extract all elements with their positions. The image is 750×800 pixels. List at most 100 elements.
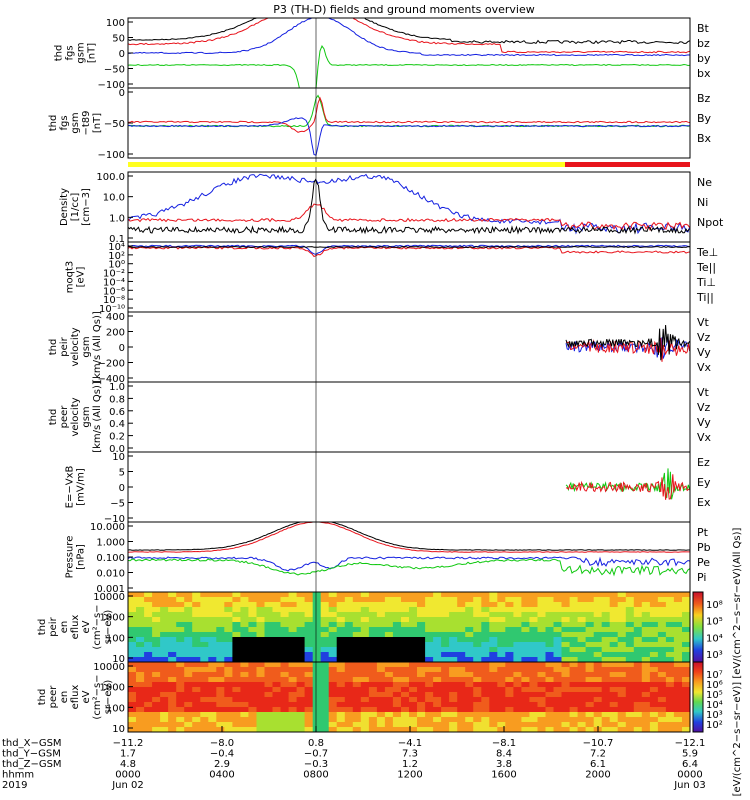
spectrogram-cell bbox=[433, 682, 442, 688]
x-tick-label: 0.8 bbox=[308, 738, 324, 749]
spectrogram-cell bbox=[336, 712, 346, 718]
spectrogram-cell bbox=[585, 647, 595, 653]
spectrogram-cell bbox=[633, 712, 643, 718]
spectrogram-cell bbox=[401, 712, 410, 718]
spectrogram-cell bbox=[481, 652, 490, 658]
spectrogram-cell bbox=[320, 687, 330, 693]
spectrogram-cell bbox=[352, 712, 362, 718]
spectrogram-cell bbox=[401, 677, 410, 683]
spectrogram-cell bbox=[481, 607, 490, 613]
spectrogram-cell bbox=[152, 702, 161, 708]
spectrogram-cell bbox=[360, 657, 370, 662]
spectrogram-cell bbox=[545, 647, 555, 653]
spectrogram-cell bbox=[264, 702, 274, 708]
spectrogram-cell bbox=[312, 672, 322, 678]
spectrogram-cell bbox=[433, 687, 442, 693]
spectrogram-cell bbox=[633, 637, 643, 643]
spectrogram-cell bbox=[521, 642, 530, 648]
spectrogram-cell bbox=[585, 677, 595, 683]
spectrogram-cell bbox=[320, 727, 330, 732]
spectrogram-cell bbox=[569, 607, 579, 613]
spectrogram-cell bbox=[344, 622, 354, 628]
spectrogram-cell bbox=[256, 677, 266, 683]
spectrogram-cell bbox=[392, 597, 402, 603]
spectrogram-cell bbox=[641, 592, 651, 598]
y-tick-label: −50 bbox=[104, 119, 125, 130]
spectrogram-cell bbox=[409, 727, 418, 732]
y-tick-label: 0.2 bbox=[109, 432, 125, 443]
spectrogram-cell bbox=[376, 687, 386, 693]
spectrogram-cell bbox=[417, 617, 426, 623]
spectrogram-cell bbox=[240, 717, 249, 723]
spectrogram-cell bbox=[176, 617, 185, 623]
spectrogram-cell bbox=[449, 697, 458, 703]
spectrogram-cell bbox=[344, 712, 354, 718]
spectrogram-cell bbox=[481, 632, 490, 638]
spectrogram-cell bbox=[312, 687, 322, 693]
spectrogram-cell bbox=[216, 672, 225, 678]
spectrogram-cell bbox=[216, 637, 225, 643]
spectrogram-cell bbox=[593, 717, 603, 723]
spectrogram-cell bbox=[200, 662, 209, 668]
legend-entry: Pi bbox=[697, 571, 706, 584]
spectrogram-cell bbox=[441, 692, 450, 698]
spectrogram-cell bbox=[200, 712, 209, 718]
spectrogram-cell bbox=[633, 692, 643, 698]
spectrogram-cell bbox=[497, 627, 506, 633]
spectrogram-cell bbox=[473, 722, 482, 728]
y-axis-label: [km/s (All Qs)] bbox=[92, 311, 103, 383]
spectrogram-cell bbox=[192, 627, 201, 633]
spectrogram-cell bbox=[232, 637, 241, 643]
spectrogram-cell bbox=[288, 612, 298, 618]
spectrogram-cell bbox=[513, 657, 522, 662]
spectrogram-cell bbox=[136, 707, 145, 713]
spectrogram-cell bbox=[352, 722, 362, 728]
spectrogram-cell bbox=[649, 682, 659, 688]
y-axis-label: en bbox=[59, 621, 70, 634]
spectrogram-cell bbox=[441, 622, 450, 628]
spectrogram-cell bbox=[128, 622, 137, 628]
spectrogram-cell bbox=[481, 702, 490, 708]
spectrogram-cell bbox=[368, 632, 378, 638]
spectrogram-cell bbox=[216, 707, 225, 713]
spectrogram-cell bbox=[505, 707, 514, 713]
spectrogram-cell bbox=[272, 707, 282, 713]
spectrogram-cell bbox=[601, 652, 611, 658]
legend-entry: By bbox=[697, 112, 712, 125]
spectrogram-cell bbox=[368, 702, 378, 708]
spectrogram-cell bbox=[625, 632, 635, 638]
spectrogram-cell bbox=[449, 607, 458, 613]
spectrogram-cell bbox=[328, 602, 338, 608]
spectrogram-cell bbox=[425, 642, 434, 648]
spectrogram-cell bbox=[224, 622, 233, 628]
legend-entry: Ex bbox=[697, 496, 711, 509]
spectrogram-cell bbox=[280, 632, 290, 638]
spectrogram-cell bbox=[296, 702, 306, 708]
spectrogram-cell bbox=[401, 682, 410, 688]
spectrogram-cell bbox=[449, 662, 458, 668]
spectrogram-cell bbox=[401, 727, 410, 732]
spectrogram-cell bbox=[256, 592, 266, 598]
spectrogram-cell bbox=[433, 717, 442, 723]
spectrogram-cell bbox=[633, 667, 643, 673]
spectrogram-cell bbox=[232, 677, 241, 683]
spectrogram-cell bbox=[352, 692, 362, 698]
spectrogram-cell bbox=[240, 622, 249, 628]
spectrogram-cell bbox=[320, 717, 330, 723]
spectrogram-cell bbox=[633, 697, 643, 703]
spectrogram-cell bbox=[585, 707, 595, 713]
spectrogram-cell bbox=[256, 662, 266, 668]
spectrogram-cell bbox=[360, 622, 370, 628]
spectrogram-cell bbox=[657, 612, 667, 618]
spectrogram-cell bbox=[304, 622, 314, 628]
spectrogram-cell bbox=[449, 592, 458, 598]
spectrogram-cell bbox=[617, 692, 627, 698]
spectrogram-cell bbox=[232, 727, 241, 732]
spectrogram-cell bbox=[649, 677, 659, 683]
spectrogram-cell bbox=[352, 657, 362, 662]
spectrogram-cell bbox=[152, 662, 161, 668]
spectrogram-cell bbox=[272, 607, 282, 613]
spectrogram-cell bbox=[433, 667, 442, 673]
spectrogram-cell bbox=[344, 722, 354, 728]
